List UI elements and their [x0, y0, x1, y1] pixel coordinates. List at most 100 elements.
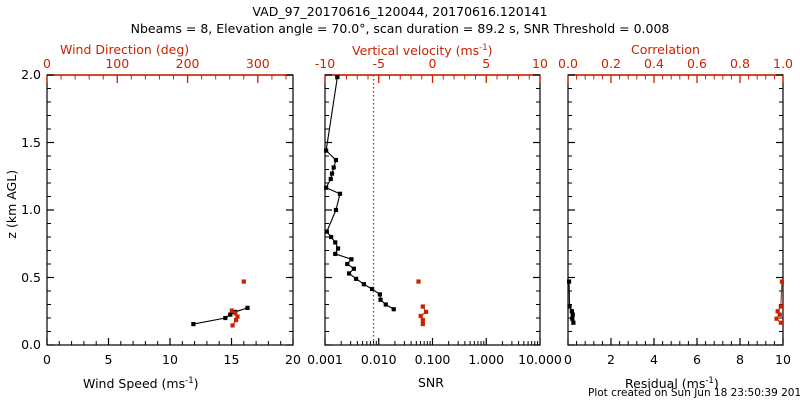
panel-3-xticklabel: 0	[564, 352, 572, 367]
panel-2-snr-marker	[346, 271, 352, 276]
panel-2-snr-marker	[391, 307, 396, 312]
panel-2-snr-marker	[329, 171, 335, 176]
panel-3-xticklabel: 8	[736, 352, 744, 367]
panel-2-snr-marker	[378, 297, 383, 302]
panel-2-snr-marker	[335, 246, 341, 251]
panel-2-snr-marker	[377, 292, 382, 297]
panel-1-xticklabel: 15	[223, 352, 240, 367]
panel-3-xticklabel: 4	[650, 352, 658, 367]
panel-2-vertical-velocity-marker	[418, 313, 423, 319]
panel-2-snr-marker	[333, 251, 338, 256]
panel-1-wind-speed-marker	[228, 312, 233, 317]
panel-2-xticklabel: 0.100	[414, 352, 451, 367]
panel-3-correlation-marker	[777, 312, 782, 317]
panel-3	[566, 74, 785, 346]
panel-1-xticklabel: 20	[285, 352, 301, 367]
panel-1-wind-direction-marker	[235, 314, 240, 319]
panel-2-top-xticklabel: -10	[314, 56, 336, 71]
panel-2-snr-marker	[369, 286, 375, 292]
panel-3-top-xticklabel: 1.0	[773, 56, 793, 71]
plot-creation-footer: Plot created on Sun Jun 18 23:50:39 2017	[588, 387, 800, 399]
panel-1-wind-direction-marker	[229, 308, 234, 313]
panel-1-top-xticklabel: 300	[245, 56, 270, 71]
panel-2-snr-marker	[329, 234, 334, 240]
panel-3-correlation-marker	[775, 309, 780, 314]
panel-2-snr-marker	[345, 261, 350, 267]
panel-1-wind-direction-marker	[241, 279, 246, 284]
panel-2-snr-marker	[337, 191, 343, 196]
panel-1-top-xticklabel: 200	[175, 56, 200, 71]
panel-1-wind-direction-marker	[233, 317, 239, 323]
panel-2-frame	[324, 74, 541, 346]
panel-1-xticklabel: 5	[104, 352, 113, 367]
panel-1-top-axis-title: Wind Direction (deg)	[60, 42, 190, 57]
panel-2-snr-marker	[324, 229, 329, 234]
panel-2-vertical-velocity-marker	[420, 321, 425, 327]
panel-2-top-axis-title: Vertical velocity (ms-1)	[352, 43, 493, 59]
panel-2-snr-marker	[324, 148, 329, 153]
panel-2-top-xticklabel: 5	[482, 56, 491, 71]
panel-3-xticklabel: 6	[693, 352, 701, 367]
panel-2-vertical-velocity-marker	[416, 279, 421, 284]
panel-1-yticklabel: 1.5	[21, 134, 41, 150]
figure-title: VAD_97_20170616_120044, 20170616.120141	[252, 4, 548, 19]
panel-3-correlation-marker	[778, 304, 783, 309]
panel-3-top-xticklabel: 0.8	[730, 56, 750, 71]
panel-2-snr-marker	[351, 266, 357, 271]
panel-1-top-xticklabel: 0	[43, 56, 51, 71]
panel-1	[46, 74, 294, 346]
panel-3-correlation-marker	[779, 279, 785, 284]
panel-1-yticklabel: 1.0	[21, 202, 41, 217]
panel-1-wind-speed-marker	[223, 315, 228, 321]
panel-3-residual-marker	[569, 309, 574, 314]
panel-1-xticklabel: 0	[43, 352, 51, 367]
panel-2-snr-marker	[331, 165, 336, 170]
panel-2-snr-marker	[333, 240, 338, 245]
panel-3-top-xticklabel: 0.2	[601, 56, 621, 71]
panel-3-xticklabel: 10	[775, 352, 791, 367]
panel-3-residual-marker	[570, 316, 575, 321]
panel-3-residual-marker	[571, 320, 576, 325]
panel-1-bottom-axis-title: Wind Speed (ms-1)	[83, 376, 199, 392]
panel-3-correlation-marker	[778, 320, 783, 325]
panel-2-bottom-axis-title: SNR	[418, 375, 444, 390]
panel-2-snr-marker	[328, 176, 333, 182]
panel-2-snr-marker	[333, 207, 339, 213]
panel-3-bottom-axis-title: Residual (ms-1)	[625, 376, 719, 392]
panel-3-residual-marker	[566, 279, 572, 284]
panel-2-snr-marker	[324, 185, 329, 190]
panel-2-top-xticklabel: 0	[428, 56, 437, 71]
panel-2-vertical-velocity-marker	[423, 309, 429, 315]
panel-1-yticklabel: 0.5	[21, 269, 41, 285]
panel-3-top-axis-title: Correlation	[631, 42, 700, 57]
panel-2-snr-line	[325, 76, 395, 310]
panel-1-yticklabel: 2.0	[21, 67, 41, 82]
panel-1-xticklabel: 10	[162, 352, 178, 367]
panel-1-wind-speed-marker	[245, 305, 250, 310]
panel-1-wind-speed-marker	[191, 321, 196, 327]
panel-2-top-xticklabel: -5	[372, 56, 385, 71]
figure-subtitle: Nbeams = 8, Elevation angle = 70.0°, sca…	[130, 21, 670, 36]
panel-2-snr-marker	[361, 282, 367, 287]
panel-1-top-xticklabel: 100	[105, 56, 130, 71]
panel-2-vertical-velocity-marker	[420, 304, 425, 309]
panel-1-wind-direction-marker	[230, 323, 235, 328]
panel-2-xticklabel: 0.001	[307, 352, 343, 367]
panel-3-correlation-marker	[774, 316, 779, 321]
panel-3-xticklabel: 2	[607, 352, 615, 367]
panel-2-top-xticklabel: 10	[532, 56, 548, 71]
panel-2-xticklabel: 1.000	[468, 352, 505, 367]
panel-2-xticklabel: 0.010	[360, 352, 397, 367]
panel-2-snr-marker	[335, 74, 340, 80]
panel-2-snr-marker	[354, 276, 359, 281]
panel-1-yticklabel: 0.0	[21, 337, 41, 352]
panel-3-top-xticklabel: 0.4	[644, 56, 664, 71]
panel-2-snr-marker	[333, 157, 339, 163]
panel-2	[324, 74, 541, 346]
panel-3-residual-marker	[567, 304, 572, 309]
panel-1-wind-direction-marker	[233, 311, 238, 316]
panel-2-vertical-velocity-marker	[420, 317, 425, 323]
panel-3-residual-marker	[570, 312, 575, 317]
